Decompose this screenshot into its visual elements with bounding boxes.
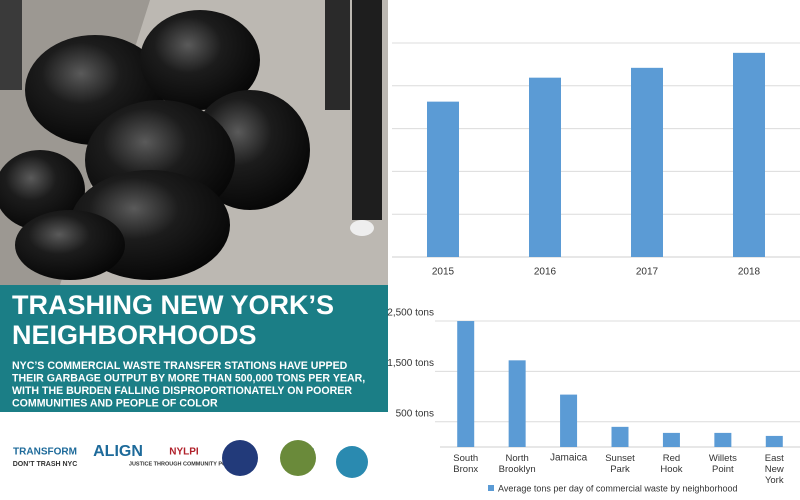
banner-subtitle: NYC’S COMMERCIAL WASTE TRANSFER STATIONS…: [12, 360, 348, 372]
x-tick-label: East New York: [765, 453, 784, 486]
banner-subtitle: THEIR GARBAGE OUTPUT BY MORE THAN 500,00…: [12, 372, 365, 384]
bar: [529, 77, 561, 257]
logo-sub: DON’T TRASH NYC: [13, 461, 78, 468]
photo: [0, 0, 388, 285]
logo-label: ALIGN: [93, 443, 143, 460]
bar: [457, 321, 475, 447]
x-tick-label: Sunset Park: [605, 453, 635, 475]
bar: [733, 52, 765, 258]
y-tick-label: 500 tons: [396, 408, 434, 419]
legend-swatch: [488, 485, 494, 491]
banner-title: TRASHING NEW YORK’S: [12, 290, 334, 320]
bar: [611, 426, 629, 447]
legend-label: Average tons per day of commercial waste…: [498, 483, 737, 493]
bar: [765, 435, 783, 447]
logo-label: NYLPI: [169, 447, 199, 458]
x-tick-label: Red Hook: [660, 453, 682, 475]
x-tick-label: South Bronx: [453, 453, 478, 475]
logo-emblem: [222, 440, 258, 476]
x-tick-label: North Brooklyn: [499, 453, 536, 475]
bar: [662, 432, 680, 447]
y-tick-label: 1,500 tons: [387, 358, 434, 369]
bar: [560, 394, 578, 447]
logo-label: TRANSFORM: [13, 447, 77, 458]
logo-sub: JUSTICE THROUGH COMMUNITY POWER: [129, 461, 239, 467]
x-tick-label: Jamaica: [550, 453, 588, 464]
logo-emblem: [336, 446, 368, 478]
banner: [0, 285, 388, 412]
banner-title: NEIGHBORHOODS: [12, 320, 257, 350]
x-tick-label: 2017: [636, 267, 659, 278]
banner-subtitle: WITH THE BURDEN FALLING DISPROPORTIONATE…: [12, 385, 352, 397]
bar: [714, 432, 732, 447]
bar: [427, 101, 459, 257]
logo-emblem: [280, 440, 316, 476]
x-tick-label: 2015: [432, 267, 455, 278]
x-tick-label: 2018: [738, 267, 761, 278]
bar: [631, 67, 663, 257]
banner-subtitle: COMMUNITIES AND PEOPLE OF COLOR: [12, 397, 218, 409]
bar: [508, 360, 526, 447]
x-tick-label: Willets Point: [709, 453, 737, 475]
y-tick-label: 2,500 tons: [387, 308, 434, 319]
x-tick-label: 2016: [534, 267, 557, 278]
